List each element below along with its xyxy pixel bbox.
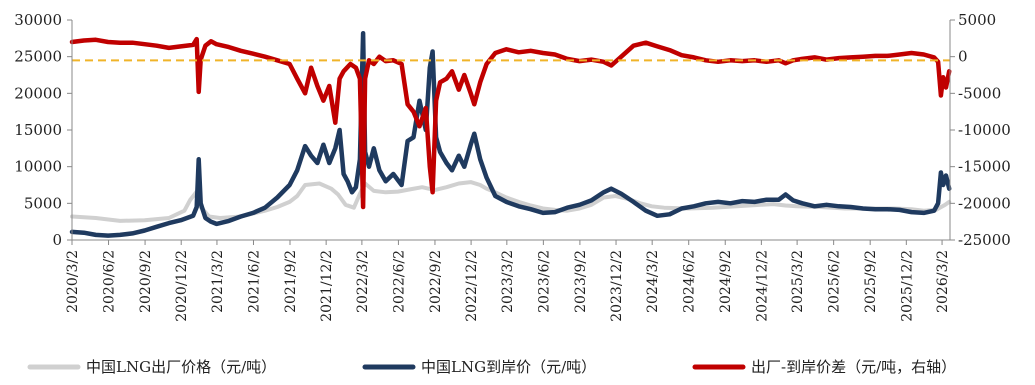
right-tick-label: 5000: [958, 11, 996, 29]
x-tick-label: 2024/9/2: [718, 250, 734, 313]
x-tick-label: 2022/9/2: [428, 250, 444, 313]
legend: 中国LNG出厂价格（元/吨） 中国LNG到岸价（元/吨） 出厂-到岸价差（元/吨，右…: [27, 358, 956, 376]
right-tick-label: -25000: [958, 231, 1011, 249]
x-tick-label: 2021/12/2: [319, 250, 335, 322]
x-tick-label: 2023/12/2: [609, 250, 625, 322]
x-tick-label: 2023/9/2: [573, 250, 589, 313]
x-tick-label: 2021/6/2: [246, 250, 262, 313]
left-tick-label: 10000: [14, 158, 62, 176]
legend-label-0: 中国LNG出厂价格（元/吨）: [86, 358, 276, 376]
right-tick-label: -20000: [958, 194, 1011, 212]
x-tick-label: 2024/6/2: [682, 250, 698, 313]
series-line-2: [69, 36, 952, 210]
x-tick-label: 2025/3/2: [790, 250, 806, 313]
x-tick-label: 2022/12/2: [464, 250, 480, 322]
x-tick-label: 2021/3/2: [210, 250, 226, 313]
right-tick-label: 0: [958, 48, 968, 66]
right-tick-label: -10000: [958, 121, 1011, 139]
left-tick-label: 5000: [24, 194, 62, 212]
left-tick-label: 20000: [14, 84, 62, 102]
x-tick-label: 2020/6/2: [102, 250, 118, 313]
x-tick-label: 2020/9/2: [138, 250, 154, 313]
right-tick-label: -15000: [958, 158, 1011, 176]
left-tick-label: 15000: [14, 121, 62, 139]
x-tick-label: 2020/12/2: [174, 250, 190, 322]
x-tick-label: 2025/6/2: [827, 250, 843, 313]
left-tick-label: 0: [52, 231, 62, 249]
axis-layer: 0 5000 10000 15000 20000 25000 30000 -25000 -200…: [14, 11, 1011, 322]
x-tick-label: 2022/3/2: [355, 250, 371, 313]
left-tick-label: 30000: [14, 11, 62, 29]
x-tick-label: 2024/12/2: [754, 250, 770, 322]
x-tick-label: 2022/6/2: [391, 250, 407, 313]
x-tick-label: 2025/12/2: [899, 250, 915, 322]
series-line-1: [69, 30, 952, 238]
x-tick-label: 2023/3/2: [500, 250, 516, 313]
x-tick-label: 2020/3/2: [65, 250, 81, 313]
right-tick-label: -5000: [958, 84, 1001, 102]
x-tick-label: 2025/9/2: [863, 250, 879, 313]
x-tick-label: 2026/3/2: [935, 250, 951, 313]
x-tick-label: 2023/6/2: [536, 250, 552, 313]
legend-label-2: 出厂-到岸价差（元/吨，右轴）: [751, 358, 956, 376]
x-tick-label: 2024/3/2: [645, 250, 661, 313]
legend-label-1: 中国LNG到岸价（元/吨）: [421, 358, 596, 376]
left-tick-label: 25000: [14, 48, 62, 66]
x-tick-label: 2021/9/2: [283, 250, 299, 313]
series-layer: [69, 30, 952, 238]
